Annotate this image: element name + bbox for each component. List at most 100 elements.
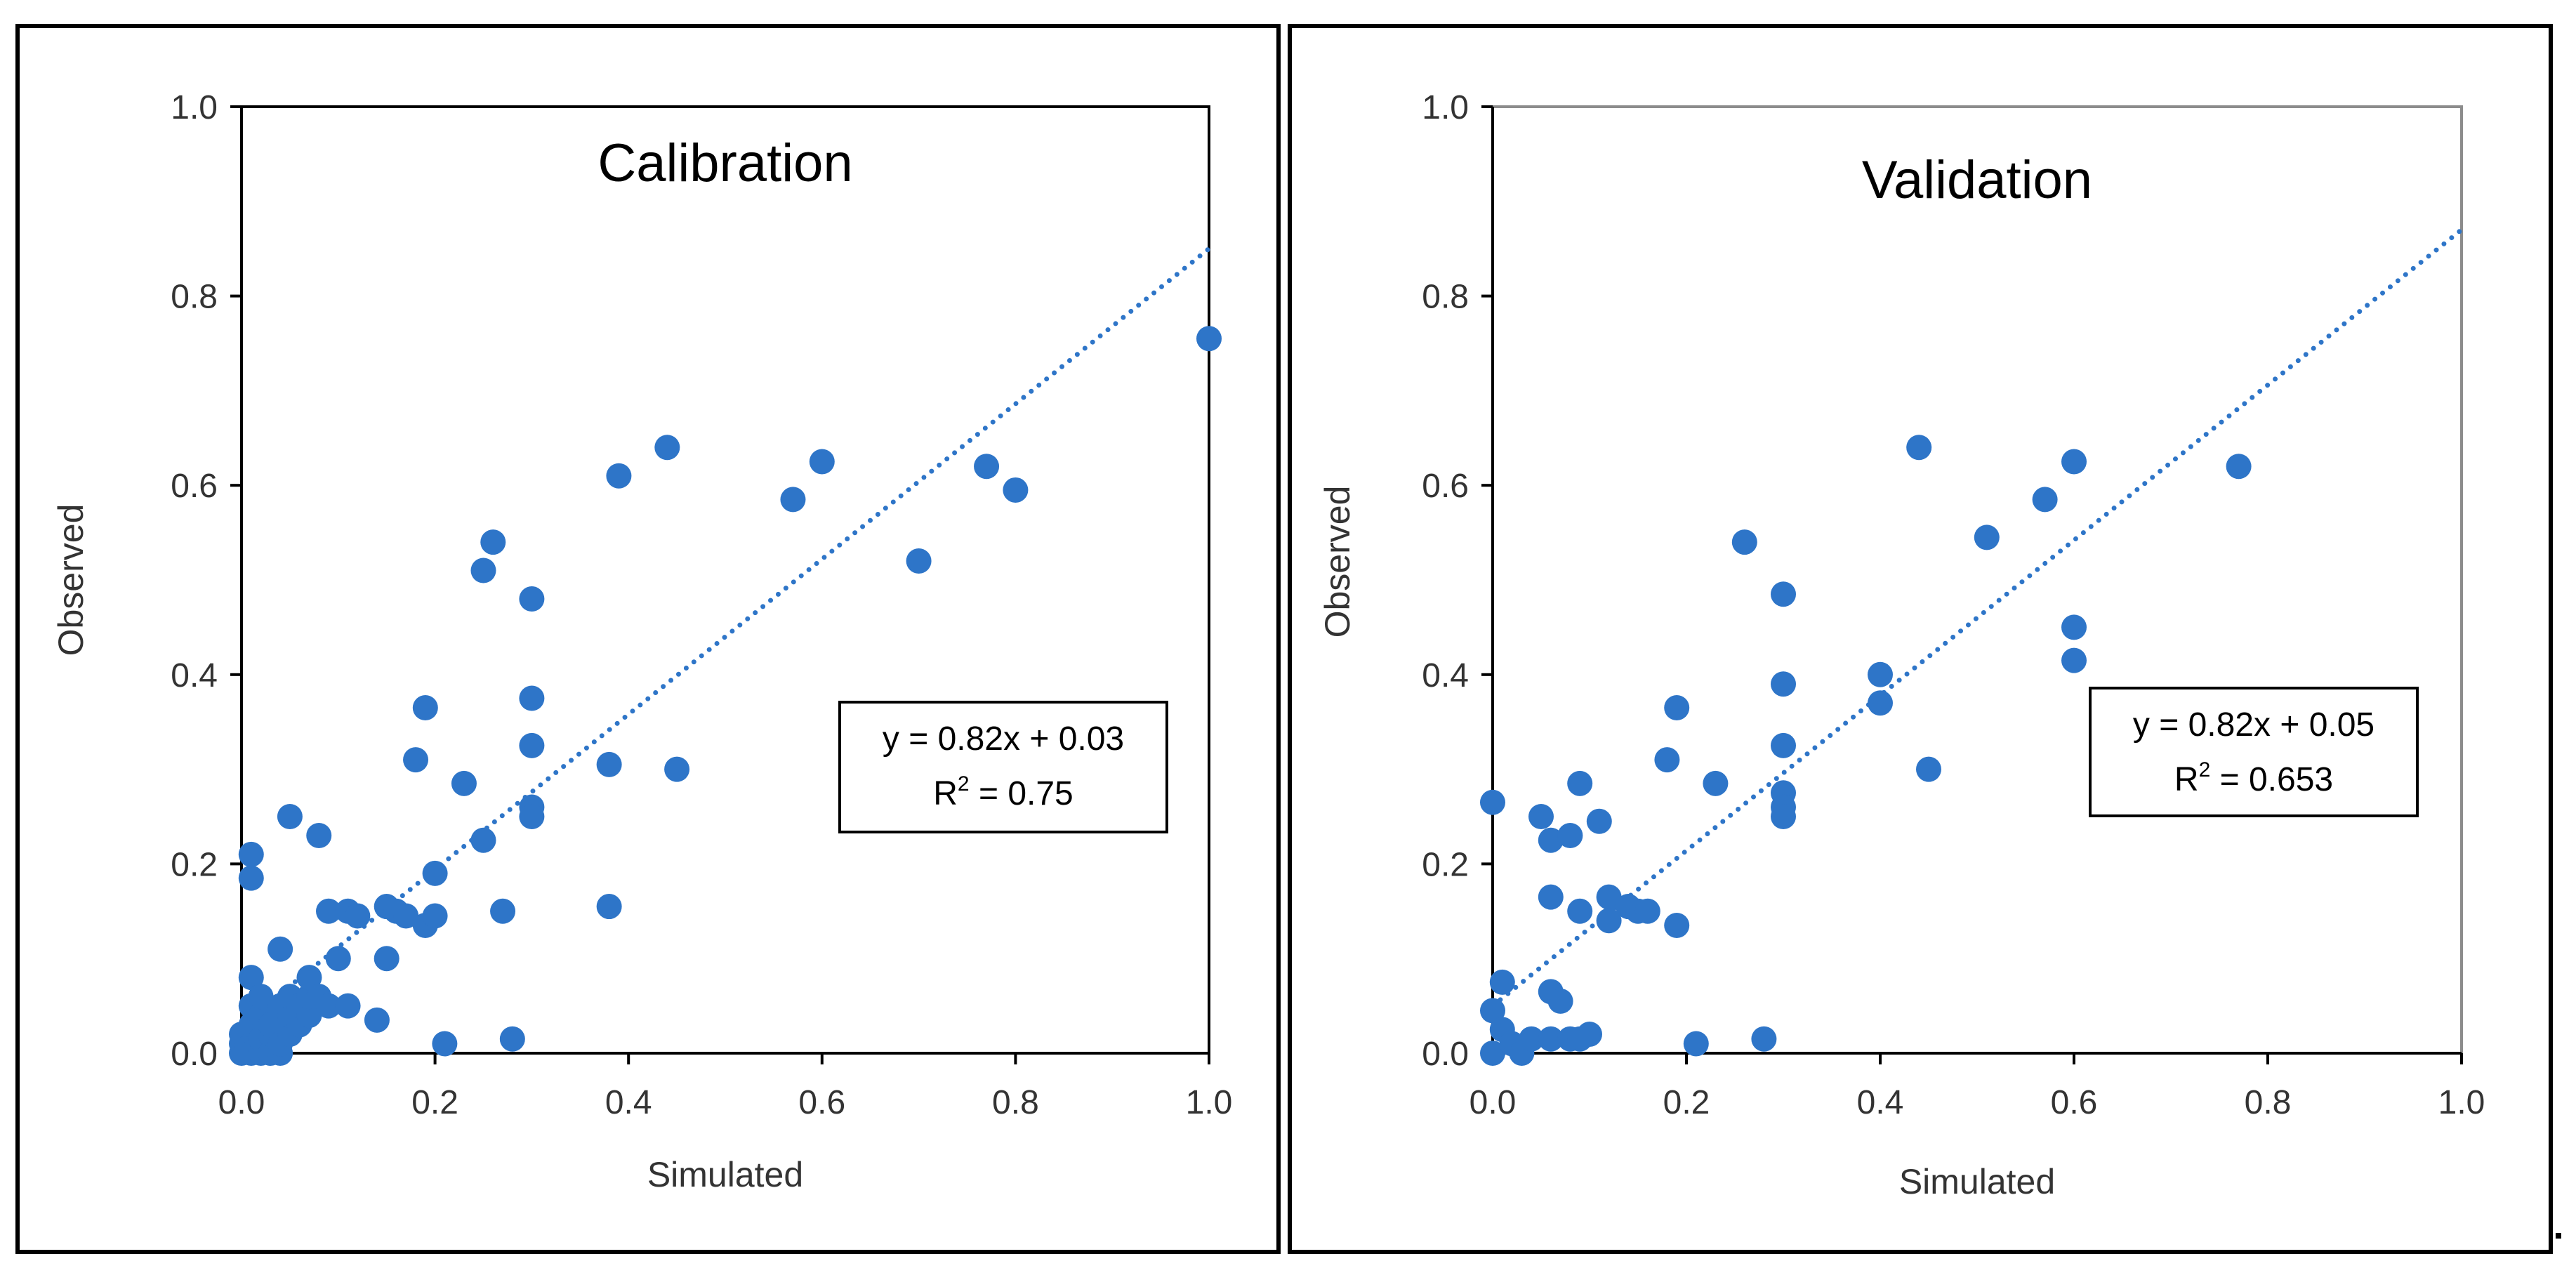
validation-data-point (1489, 969, 1515, 995)
validation-data-point (1596, 884, 1622, 910)
validation-data-point (1547, 988, 1573, 1014)
calibration-y-tick-label: 1.0 (171, 89, 218, 126)
validation-data-point (1731, 529, 1757, 555)
validation-equation-box (2089, 687, 2419, 817)
validation-data-point (2226, 454, 2252, 480)
calibration-x-tick-labels: 0.0 0.2 0.4 0.6 0.8 1.0 (218, 1084, 1233, 1121)
calibration-trendline (239, 246, 1212, 1028)
validation-x-tick-labels: 0.0 0.2 0.4 0.6 0.8 1.0 (1469, 1084, 2485, 1121)
calibration-data-point (258, 1012, 284, 1038)
calibration-data-point (238, 841, 264, 867)
calibration-data-point (596, 751, 622, 777)
calibration-x-tick-label: 0.4 (605, 1084, 652, 1121)
validation-data-point (1634, 898, 1660, 924)
calibration-y-tick-label: 0.2 (171, 846, 218, 883)
validation-data-point (1567, 770, 1593, 796)
validation-x-tick-label: 0.4 (1857, 1084, 1904, 1121)
calibration-data-point (422, 903, 448, 929)
validation-y-tick-label: 0.4 (1422, 657, 1469, 694)
validation-r-squared: R2 = 0.653 (2174, 758, 2333, 798)
validation-data-point (1538, 884, 1564, 910)
validation-data-point (1528, 804, 1554, 829)
calibration-data-point (809, 449, 835, 475)
validation-data-point (1868, 690, 1893, 716)
validation-data-point (1751, 1026, 1777, 1052)
calibration-data-point (335, 993, 361, 1019)
calibration-data-point (364, 1007, 390, 1033)
validation-x-axis-label: Simulated (1899, 1162, 2055, 1201)
calibration-y-axis-label: Observed (51, 504, 91, 656)
calibration-y-tick-labels: 0.0 0.2 0.4 0.6 0.8 1.0 (171, 89, 218, 1073)
validation-data-point (1586, 808, 1612, 834)
calibration-data-point (248, 984, 274, 1010)
calibration-data-point (238, 865, 264, 891)
calibration-data-point (654, 435, 680, 461)
calibration-data-point (238, 965, 264, 991)
validation-y-tick-label: 0.2 (1422, 846, 1469, 883)
validation-data-point (2061, 449, 2087, 475)
validation-chart: 0.0 0.2 0.4 0.6 0.8 1.0 0.0 0.2 0.4 0.6 0.8 1.0 Va… (1318, 89, 2485, 1201)
calibration-data-point (325, 946, 351, 972)
calibration-equation-box (838, 701, 1168, 833)
validation-y-tick-label: 1.0 (1422, 89, 1469, 126)
calibration-data-point (422, 860, 448, 886)
calibration-panel (15, 24, 1281, 1254)
validation-data-point (2032, 487, 2058, 513)
calibration-y-tick-label: 0.6 (171, 468, 218, 505)
validation-y-tick-label: 0.0 (1422, 1036, 1469, 1073)
calibration-x-tick-label: 1.0 (1186, 1084, 1233, 1121)
validation-y-axis-label: Observed (1318, 486, 1357, 638)
validation-data-point (2061, 614, 2087, 640)
validation-y-tick-label: 0.6 (1422, 468, 1469, 505)
calibration-equation: y = 0.82x + 0.03 (883, 720, 1124, 758)
calibration-data-point (267, 936, 293, 962)
validation-x-tick-label: 0.0 (1469, 1084, 1517, 1121)
validation-data-point (1538, 1026, 1564, 1052)
validation-data-point (1664, 913, 1690, 939)
calibration-plot-frame (240, 105, 1210, 1055)
validation-data-point (1577, 1022, 1602, 1048)
calibration-data-point (480, 529, 506, 555)
calibration-data-point (470, 557, 496, 583)
validation-trendline (1490, 227, 2464, 1009)
calibration-y-tick-label: 0.8 (171, 279, 218, 316)
calibration-data-point (519, 732, 545, 758)
calibration-y-tick-label: 0.0 (171, 1036, 218, 1073)
validation-data-point (1703, 770, 1729, 796)
calibration-data-point (1003, 477, 1029, 503)
calibration-points (229, 326, 1222, 1066)
validation-data-point (1974, 524, 2000, 550)
calibration-data-point (519, 804, 545, 829)
calibration-x-tick-label: 0.6 (798, 1084, 845, 1121)
calibration-chart: 0.0 0.2 0.4 0.6 0.8 1.0 0.0 0.2 0.4 0.6 0.8 1.0 Ca… (51, 89, 1232, 1194)
calibration-data-point (296, 1003, 322, 1029)
validation-data-point (1916, 756, 1941, 782)
calibration-data-point (306, 822, 332, 848)
calibration-data-point (664, 756, 690, 782)
trailing-period (2556, 1233, 2561, 1239)
calibration-data-point (490, 898, 516, 924)
calibration-y-tick-label: 0.4 (171, 657, 218, 694)
validation-points (1480, 435, 2252, 1066)
validation-y-tick-label: 0.8 (1422, 279, 1469, 316)
calibration-data-point (451, 770, 477, 796)
validation-data-point (2061, 647, 2087, 673)
validation-data-point (1868, 661, 1893, 687)
calibration-data-point (780, 487, 806, 513)
validation-axis-ticks (1481, 105, 2463, 1064)
validation-data-point (1664, 694, 1690, 720)
calibration-data-point (499, 1026, 525, 1052)
calibration-data-point (432, 1031, 458, 1057)
validation-x-tick-label: 1.0 (2438, 1084, 2485, 1121)
validation-data-point (1771, 804, 1796, 829)
calibration-data-point (316, 993, 342, 1019)
validation-data-point (1567, 898, 1593, 924)
calibration-x-tick-label: 0.8 (992, 1084, 1039, 1121)
calibration-data-point (596, 894, 622, 920)
calibration-data-point (470, 827, 496, 853)
validation-data-point (1480, 998, 1505, 1024)
calibration-data-point (519, 586, 545, 612)
calibration-x-axis-label: Simulated (647, 1155, 803, 1194)
calibration-trendline-path (239, 246, 1212, 1028)
